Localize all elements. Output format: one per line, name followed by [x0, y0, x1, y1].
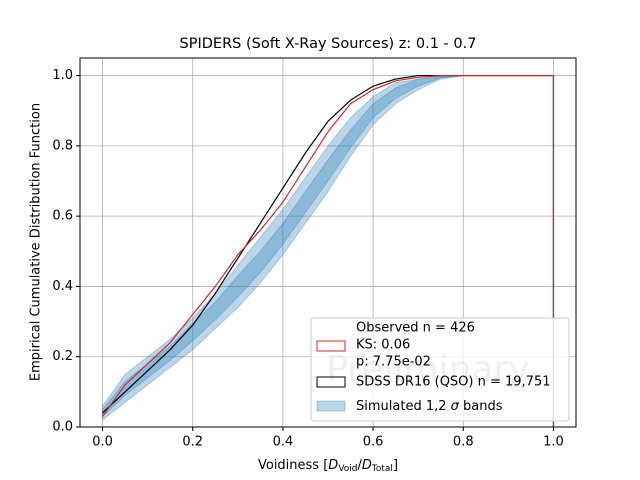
legend: Preliminary Observed n = 426 KS: 0.06 p: 7.…: [310, 317, 570, 422]
x-tick-label: 0.2: [182, 435, 203, 450]
x-tick-label: 1.0: [543, 435, 564, 450]
legend-label-part: bands: [459, 399, 503, 414]
y-tick-label: 1.0: [52, 68, 73, 83]
y-tick-label: 0.4: [52, 279, 73, 294]
legend-swatch: [316, 400, 346, 412]
legend-swatch: [316, 376, 346, 388]
legend-label-part: Simulated 1,2: [356, 399, 451, 414]
x-axis-label-part: Void: [338, 464, 357, 474]
x-tick-label: 0.4: [273, 435, 294, 450]
y-axis-label: Empirical Cumulative Distribution Functi…: [29, 103, 44, 381]
legend-label: KS: 0.06: [356, 338, 410, 353]
x-axis-label-part: ]: [393, 458, 398, 473]
x-tick-label: 0.8: [453, 435, 474, 450]
y-tick-label: 0.2: [52, 349, 73, 364]
legend-label: SDSS DR16 (QSO) n = 19,751: [356, 375, 551, 390]
x-axis-label-part: /: [358, 458, 363, 473]
x-axis-label-part: D: [328, 458, 338, 473]
x-tick-label: 0.0: [92, 435, 113, 450]
legend-frame: [310, 317, 570, 422]
chart-title: SPIDERS (Soft X-Ray Sources) z: 0.1 - 0.…: [180, 36, 477, 52]
legend-label-part: σ: [451, 399, 460, 414]
y-tick-label: 0.0: [52, 420, 73, 435]
ecdf-line: [102, 74, 555, 427]
x-axis-label-part: Voidiness [: [258, 458, 328, 473]
plot-frame: [79, 57, 577, 428]
x-tick-label: 0.6: [363, 435, 384, 450]
y-tick-label: 0.6: [52, 209, 73, 224]
legend-swatch: [316, 340, 346, 352]
x-axis-label: Voidiness [DVoid/DTotal]: [258, 458, 398, 474]
legend-label: Observed n = 426: [356, 321, 475, 336]
y-tick-label: 0.8: [52, 138, 73, 153]
legend-label: p: 7.75e-02: [356, 355, 431, 370]
x-axis-label-part: D: [362, 458, 372, 473]
legend-label: Simulated 1,2 σ bands: [356, 399, 503, 414]
x-axis-label-part: Total: [371, 464, 393, 474]
watermark: Preliminary: [326, 349, 529, 390]
